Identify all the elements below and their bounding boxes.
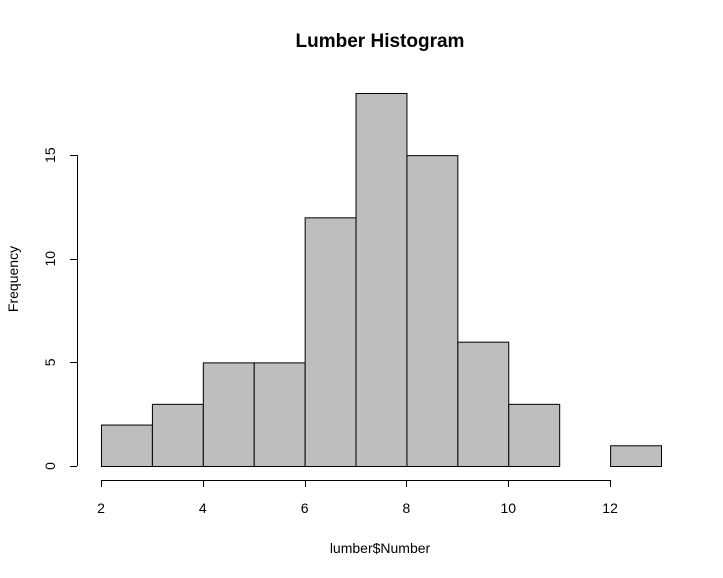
y-tick-label-15: 15: [42, 147, 58, 163]
x-tick-label-12: 12: [602, 500, 618, 516]
x-tick-label-2: 2: [97, 500, 105, 516]
histogram-bar-3: [253, 362, 306, 467]
histogram-bar-8: [508, 403, 561, 468]
y-tick-label-0: 0: [42, 462, 58, 470]
x-tick-label-6: 6: [301, 500, 309, 516]
bars-group: [101, 93, 662, 468]
x-axis: 2 4 6 8 10 12: [97, 480, 618, 516]
x-tick-label-8: 8: [403, 500, 411, 516]
x-axis-label: lumber$Number: [330, 540, 431, 556]
histogram-bar-5: [355, 93, 408, 467]
histogram-bar-1: [151, 403, 204, 468]
y-tick-label-5: 5: [42, 358, 58, 366]
y-axis: 0 5 10 15: [42, 147, 78, 470]
y-axis-label: Frequency: [5, 246, 21, 312]
x-tick-label-10: 10: [500, 500, 516, 516]
chart-title: Lumber Histogram: [296, 31, 465, 52]
histogram-bar-10: [610, 445, 662, 467]
histogram-bar-2: [202, 362, 255, 467]
histogram-bar-7: [457, 341, 510, 467]
histogram-bar-0: [101, 424, 153, 467]
x-tick-label-4: 4: [199, 500, 207, 516]
histogram-bar-6: [406, 155, 459, 468]
histogram-bar-4: [304, 217, 357, 467]
y-tick-label-10: 10: [42, 251, 58, 267]
